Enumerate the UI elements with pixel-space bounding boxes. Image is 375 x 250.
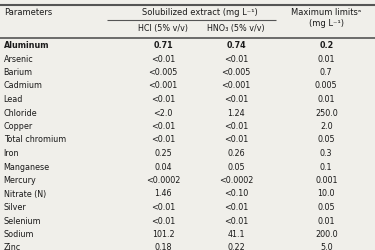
Text: Solubilized extract (mg L⁻¹): Solubilized extract (mg L⁻¹) [142, 8, 258, 17]
Text: <0.0002: <0.0002 [146, 176, 180, 185]
Text: Manganese: Manganese [4, 162, 50, 172]
Text: Selenium: Selenium [4, 216, 41, 226]
Text: 200.0: 200.0 [315, 230, 338, 239]
Text: 2.0: 2.0 [320, 122, 333, 131]
Text: <0.01: <0.01 [151, 203, 175, 212]
Text: Mercury: Mercury [4, 176, 36, 185]
Text: 0.26: 0.26 [227, 149, 245, 158]
Text: 0.7: 0.7 [320, 68, 333, 77]
Text: Sodium: Sodium [4, 230, 34, 239]
Text: 101.2: 101.2 [152, 230, 174, 239]
Text: <0.01: <0.01 [151, 54, 175, 64]
Text: HCl (5% v/v): HCl (5% v/v) [138, 24, 188, 33]
Text: Total chromium: Total chromium [4, 136, 66, 144]
Text: Chloride: Chloride [4, 108, 38, 118]
Text: <0.01: <0.01 [224, 203, 248, 212]
Text: <0.01: <0.01 [224, 122, 248, 131]
Text: <2.0: <2.0 [153, 108, 173, 118]
Text: HNO₃ (5% v/v): HNO₃ (5% v/v) [207, 24, 265, 33]
Text: 0.74: 0.74 [226, 41, 246, 50]
Text: Silver: Silver [4, 203, 27, 212]
Text: 0.22: 0.22 [227, 244, 245, 250]
Text: Cadmium: Cadmium [4, 82, 43, 90]
Text: Barium: Barium [4, 68, 33, 77]
Text: 250.0: 250.0 [315, 108, 338, 118]
Text: 0.1: 0.1 [320, 162, 333, 172]
Text: 0.18: 0.18 [154, 244, 172, 250]
Text: Parameters: Parameters [4, 8, 52, 17]
Text: 0.2: 0.2 [319, 41, 333, 50]
Text: 41.1: 41.1 [228, 230, 245, 239]
Text: <0.0002: <0.0002 [219, 176, 254, 185]
Text: 0.01: 0.01 [318, 216, 335, 226]
Text: <0.01: <0.01 [224, 136, 248, 144]
Text: 10.0: 10.0 [318, 190, 335, 198]
Text: Arsenic: Arsenic [4, 54, 33, 64]
Text: Zinc: Zinc [4, 244, 21, 250]
Text: <0.001: <0.001 [148, 82, 178, 90]
Text: <0.01: <0.01 [224, 216, 248, 226]
Text: <0.10: <0.10 [224, 190, 248, 198]
Text: Lead: Lead [4, 95, 23, 104]
Text: 0.05: 0.05 [227, 162, 245, 172]
Text: <0.005: <0.005 [148, 68, 178, 77]
Text: 0.001: 0.001 [315, 176, 338, 185]
Text: 0.04: 0.04 [154, 162, 172, 172]
Text: 0.01: 0.01 [318, 54, 335, 64]
Text: 0.71: 0.71 [153, 41, 173, 50]
Text: <0.001: <0.001 [222, 82, 251, 90]
Text: Nitrate (N): Nitrate (N) [4, 190, 46, 198]
Text: <0.01: <0.01 [224, 95, 248, 104]
Text: 0.05: 0.05 [317, 203, 335, 212]
Text: <0.01: <0.01 [224, 54, 248, 64]
Text: <0.01: <0.01 [151, 95, 175, 104]
Text: 1.24: 1.24 [227, 108, 245, 118]
Text: Iron: Iron [4, 149, 19, 158]
Text: 0.25: 0.25 [154, 149, 172, 158]
Text: 0.05: 0.05 [317, 136, 335, 144]
Text: <0.01: <0.01 [151, 122, 175, 131]
Text: 1.46: 1.46 [154, 190, 172, 198]
Text: 0.01: 0.01 [318, 95, 335, 104]
Text: Maximum limitsᵃ
(mg L⁻¹): Maximum limitsᵃ (mg L⁻¹) [291, 8, 362, 28]
Text: 0.005: 0.005 [315, 82, 338, 90]
Text: Copper: Copper [4, 122, 33, 131]
Text: <0.005: <0.005 [222, 68, 251, 77]
Text: 5.0: 5.0 [320, 244, 333, 250]
Text: 0.3: 0.3 [320, 149, 333, 158]
Text: Aluminum: Aluminum [4, 41, 49, 50]
Text: <0.01: <0.01 [151, 136, 175, 144]
Text: <0.01: <0.01 [151, 216, 175, 226]
